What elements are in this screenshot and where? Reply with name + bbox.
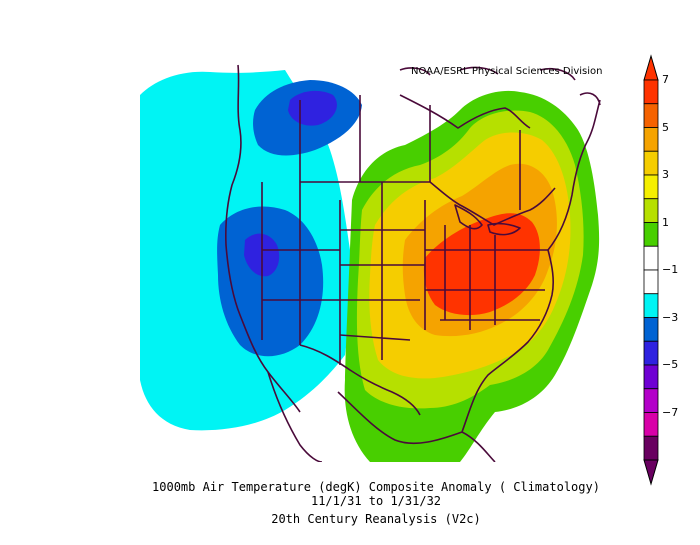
colorbar-tick-label: −7 (662, 405, 679, 419)
colorbar (643, 54, 659, 486)
state-lines-west (261, 182, 341, 365)
colorbar-swatch (643, 245, 659, 271)
colorbar-swatch (643, 388, 659, 413)
arctic-islands (399, 66, 601, 106)
colorbar-swatch (643, 364, 659, 390)
boundary-lines (225, 64, 601, 462)
caption-line-2: 11/1/31 to 1/31/32 (310, 494, 442, 508)
cold-anomaly-blue-basin (217, 206, 324, 357)
great-lakes (454, 204, 521, 236)
colorbar-swatch (643, 127, 659, 152)
colorbar-tick-label: 5 (662, 120, 669, 134)
credit-text: NOAA/ESRL Physical Sciences Division (411, 66, 603, 77)
colorbar-tick-label: −1 (662, 263, 679, 276)
colorbar-swatch (643, 340, 659, 366)
province-lines (299, 95, 521, 210)
colorbar-swatch (643, 222, 659, 247)
coastline-hudson (399, 94, 531, 129)
coastline-pacific (225, 64, 301, 413)
state-lines-central (339, 182, 426, 360)
caption-line-1: 1000mb Air Temperature (degK) Composite … (152, 480, 600, 494)
coastline-baja (267, 371, 323, 462)
colorbar-swatch (643, 435, 659, 461)
colorbar-tick-label: 3 (662, 168, 669, 181)
colorbar-swatch (643, 412, 659, 437)
coastline-gulf-atlantic (337, 99, 601, 462)
colorbar-swatch (643, 150, 659, 176)
border-us-mexico (299, 344, 421, 416)
colorbar-tick-label: −5 (662, 358, 679, 371)
colorbar-tick-label: 1 (662, 215, 669, 229)
colorbar-tick-label: 7 (662, 73, 669, 86)
colorbar-tick-label: −3 (662, 310, 679, 324)
colorbar-swatch (643, 269, 659, 295)
colorbar-swatch (643, 198, 659, 223)
colorbar-swatch (643, 103, 659, 128)
colorbar-swatch (643, 174, 659, 200)
state-lines-east (425, 225, 548, 330)
caption-line-3: 20th Century Reanalysis (V2c) (271, 512, 481, 526)
colorbar-top-arrow (643, 54, 659, 81)
colorbar-swatch (643, 293, 659, 318)
map-area (140, 64, 601, 462)
colorbar-swatch (643, 79, 659, 105)
colorbar-bottom-arrow (643, 459, 659, 486)
border-canada-us (300, 181, 556, 226)
colorbar-swatch (643, 317, 659, 342)
